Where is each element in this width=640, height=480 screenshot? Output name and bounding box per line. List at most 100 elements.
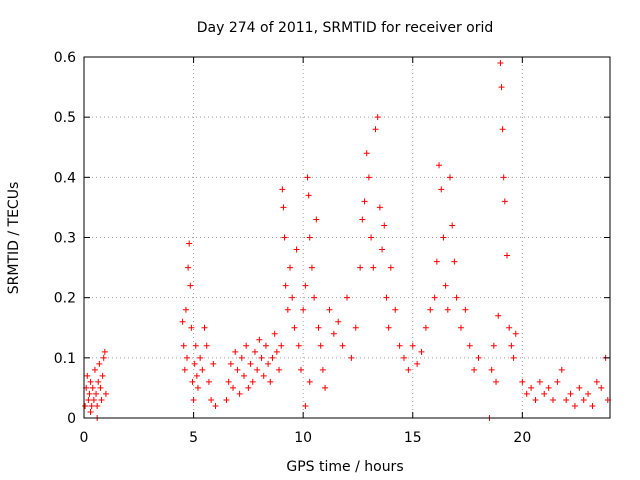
data-point (442, 282, 449, 289)
data-point (230, 384, 237, 391)
data-point (508, 342, 515, 349)
data-point (212, 402, 219, 409)
x-tick-label: 20 (513, 430, 531, 446)
data-point (501, 198, 508, 205)
data-point (193, 372, 200, 379)
data-point (317, 342, 324, 349)
data-point (357, 264, 364, 271)
data-point (179, 318, 186, 325)
data-point (506, 324, 513, 331)
data-point (273, 348, 280, 355)
x-axis-label: GPS time / hours (286, 459, 403, 475)
data-point (396, 342, 403, 349)
data-point (87, 408, 94, 415)
data-point (462, 306, 469, 313)
data-point (330, 330, 337, 337)
data-point (187, 282, 194, 289)
data-point (184, 354, 191, 361)
data-point (210, 360, 217, 367)
data-point (471, 366, 478, 373)
data-point (289, 294, 296, 301)
data-point (528, 384, 535, 391)
data-point (447, 174, 454, 181)
data-point (313, 216, 320, 223)
data-point (361, 198, 368, 205)
x-tick-label: 5 (189, 430, 198, 446)
data-point (254, 366, 261, 373)
y-tick-label: 0.5 (54, 110, 76, 126)
y-tick-label: 0.1 (54, 351, 76, 367)
data-point (97, 384, 104, 391)
data-point (236, 390, 243, 397)
data-point (532, 396, 539, 403)
data-point (490, 342, 497, 349)
data-point (409, 342, 416, 349)
data-point (488, 366, 495, 373)
data-point (593, 378, 600, 385)
data-point (418, 348, 425, 355)
data-point (385, 324, 392, 331)
data-point (352, 324, 359, 331)
data-point (199, 366, 206, 373)
data-point (493, 378, 500, 385)
data-point (500, 174, 507, 181)
data-point (256, 336, 263, 343)
data-point (339, 342, 346, 349)
data-point (536, 378, 543, 385)
data-point (400, 354, 407, 361)
data-point (280, 204, 287, 211)
tick-labels: 0 0.1 0.2 0.3 0.4 0.5 0.6 0 5 10 15 20 (54, 50, 532, 446)
data-point (379, 246, 386, 253)
data-point (185, 264, 192, 271)
data-point (189, 378, 196, 385)
data-point (84, 372, 91, 379)
data-point (188, 324, 195, 331)
data-point (284, 306, 291, 313)
data-point (243, 342, 250, 349)
x-tick-label: 0 (80, 430, 89, 446)
y-tick-label: 0.6 (54, 50, 76, 66)
data-point (269, 354, 276, 361)
data-point (466, 342, 473, 349)
data-point (306, 378, 313, 385)
data-point (326, 306, 333, 313)
data-point (550, 396, 557, 403)
data-point (249, 378, 256, 385)
axis-ticks (83, 56, 610, 419)
data-point (260, 372, 267, 379)
data-point (180, 342, 187, 349)
data-point (194, 384, 201, 391)
data-point (98, 396, 105, 403)
data-point (558, 366, 565, 373)
data-point (422, 324, 429, 331)
data-point (431, 294, 438, 301)
data-point (376, 204, 383, 211)
data-point (265, 360, 272, 367)
data-point (95, 378, 102, 385)
data-point (101, 348, 108, 355)
data-point (93, 390, 100, 397)
data-point (541, 390, 548, 397)
data-point (85, 396, 92, 403)
data-point (238, 354, 245, 361)
data-point (234, 366, 241, 373)
y-axis-label: SRMTID / TECUs (6, 182, 22, 295)
data-point (363, 150, 370, 157)
data-point (571, 402, 578, 409)
data-point (427, 306, 434, 313)
data-point (510, 354, 517, 361)
data-point (82, 402, 89, 409)
data-point (503, 252, 510, 259)
data-point (438, 186, 445, 193)
data-point (381, 222, 388, 229)
data-point (96, 360, 103, 367)
data-point (208, 396, 215, 403)
data-point (245, 384, 252, 391)
data-point (512, 330, 519, 337)
data-point (567, 390, 574, 397)
data-point (94, 402, 101, 409)
data-point (205, 378, 212, 385)
data-point (576, 384, 583, 391)
data-point (86, 390, 93, 397)
